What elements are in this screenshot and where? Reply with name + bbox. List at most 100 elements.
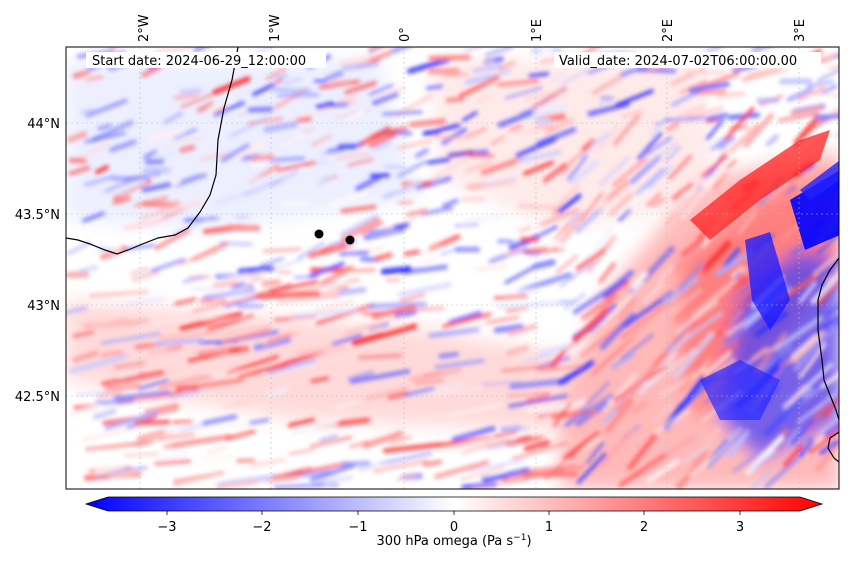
- omega-streak: [180, 93, 214, 109]
- omega-streak: [370, 173, 390, 178]
- omega-streak: [572, 145, 594, 167]
- omega-streak: [196, 101, 215, 113]
- omega-streak: [134, 419, 171, 426]
- start-date-box: Start date: 2024-06-29_12:00:00: [86, 52, 326, 69]
- omega-streak: [509, 378, 570, 390]
- omega-streak: [666, 213, 676, 225]
- omega-streak: [786, 87, 813, 102]
- omega-streak: [399, 293, 426, 303]
- omega-streak: [585, 441, 605, 464]
- omega-streak: [600, 428, 635, 468]
- omega-streak: [338, 286, 367, 296]
- omega-streak: [68, 165, 91, 176]
- omega-streak: [163, 432, 193, 440]
- omega-streak: [429, 156, 469, 182]
- omega-streak: [141, 64, 162, 78]
- omega-streak: [511, 441, 569, 461]
- omega-streak: [344, 314, 406, 334]
- omega-streak: [265, 67, 287, 81]
- omega-streak: [790, 333, 818, 359]
- omega-streak: [747, 450, 777, 472]
- omega-streak: [706, 434, 741, 470]
- omega-streak: [637, 131, 663, 161]
- omega-streak: [505, 245, 524, 256]
- omega-streak: [621, 109, 645, 119]
- omega-streak: [308, 261, 345, 278]
- omega-streak: [123, 452, 160, 458]
- omega-streak: [601, 281, 645, 326]
- omega-streak: [677, 450, 708, 489]
- omega-streak: [434, 460, 490, 479]
- omega-streak: [522, 248, 565, 254]
- omega-streak: [236, 458, 256, 463]
- omega-streak: [108, 466, 150, 480]
- omega-streak: [506, 436, 542, 447]
- omega-streak: [816, 274, 839, 306]
- omega-streak: [442, 73, 470, 77]
- omega-streak: [729, 123, 760, 154]
- omega-streak: [533, 225, 558, 240]
- omega-streak: [596, 156, 623, 186]
- omega-streak: [164, 421, 203, 434]
- omega-streak: [681, 444, 710, 464]
- omega-streak: [821, 84, 838, 94]
- omega-streak: [482, 467, 531, 483]
- omega-streak: [161, 206, 187, 220]
- omega-streak: [82, 211, 105, 223]
- omega-streak: [266, 387, 288, 398]
- lon-tick-label: 2°E: [661, 19, 676, 42]
- omega-streak: [80, 108, 95, 114]
- omega-streak: [109, 139, 137, 153]
- omega-streak: [557, 193, 582, 214]
- omega-streak: [266, 258, 304, 273]
- omega-streak: [347, 370, 375, 382]
- omega-streak: [97, 124, 112, 130]
- omega-streak: [821, 112, 839, 123]
- omega-streak: [427, 67, 461, 75]
- omega-streak: [307, 243, 348, 259]
- valid-date-box: Valid_date: 2024-07-02T06:00:00.00: [554, 52, 821, 69]
- omega-streak: [89, 247, 121, 255]
- omega-streak: [209, 95, 235, 112]
- omega-streak: [615, 89, 654, 107]
- omega-streak: [344, 80, 377, 95]
- omega-streak: [202, 289, 257, 300]
- omega-streak: [549, 349, 566, 369]
- omega-streak: [158, 373, 213, 391]
- omega-streak: [79, 72, 94, 82]
- omega-streak: [163, 111, 183, 124]
- omega-streak: [192, 299, 238, 313]
- omega-streak: [559, 211, 587, 244]
- omega-streak: [598, 124, 620, 151]
- omega-streak: [213, 324, 273, 337]
- omega-streaks: [66, 47, 839, 489]
- omega-streak: [497, 110, 534, 128]
- omega-streak: [658, 264, 674, 282]
- omega-streak: [703, 240, 732, 271]
- omega-streak: [480, 156, 524, 176]
- omega-streak: [603, 179, 630, 204]
- omega-streak: [112, 195, 131, 205]
- valid-date-label: Valid_date: 2024-07-02T06:00:00.00: [559, 54, 797, 69]
- omega-streak: [780, 223, 800, 242]
- omega-streak: [798, 438, 816, 457]
- omega-streak: [396, 180, 422, 195]
- lat-tick-label: 43°N: [27, 299, 60, 314]
- omega-streak: [728, 429, 750, 458]
- omega-streak: [394, 308, 418, 319]
- omega-streak: [569, 159, 599, 185]
- omega-streak: [599, 312, 636, 350]
- omega-streak: [675, 104, 706, 120]
- omega-streak: [518, 225, 532, 233]
- omega-streak: [396, 160, 427, 178]
- omega-streak: [618, 296, 638, 321]
- omega-streak: [552, 183, 580, 212]
- omega-streak: [484, 47, 514, 57]
- omega-streak: [555, 254, 579, 275]
- omega-streak: [566, 153, 589, 182]
- omega-streak: [451, 426, 496, 442]
- omega-streak: [540, 465, 585, 477]
- omega-streak: [447, 403, 502, 418]
- omega-streak: [712, 172, 728, 189]
- omega-streak: [517, 204, 556, 209]
